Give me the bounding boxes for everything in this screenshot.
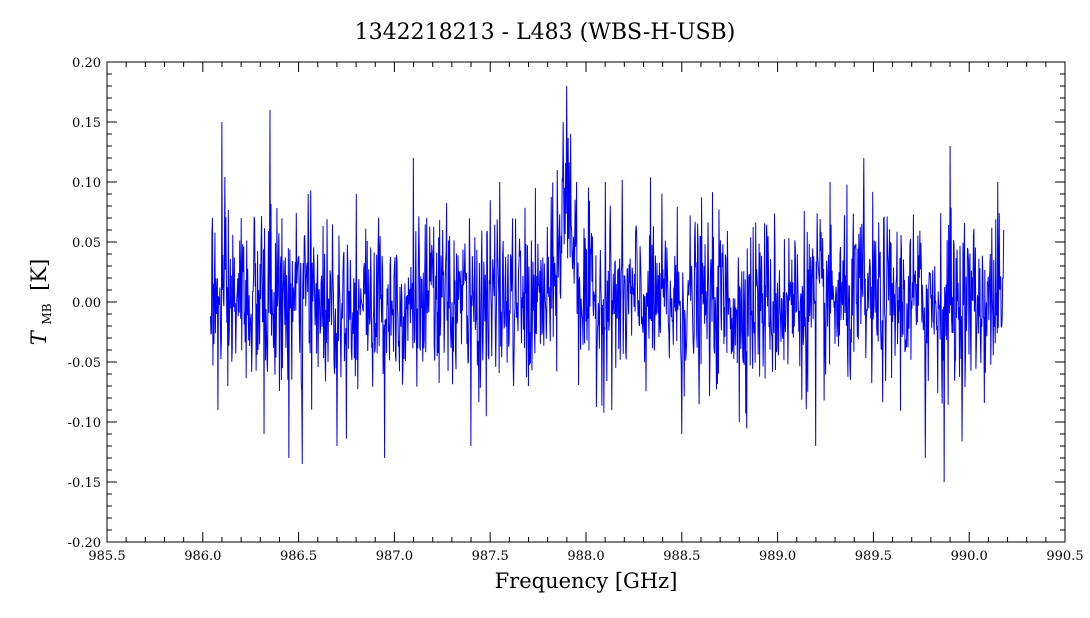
x-tick-label: 988.0 — [567, 549, 604, 564]
x-tick-label: 989.5 — [855, 549, 892, 564]
y-tick-label: -0.05 — [68, 356, 101, 371]
x-axis: 985.5 986.0 986.5 987.0 987.5 988.0 988.5 989.0… — [88, 62, 1084, 564]
x-tick-label: 988.5 — [663, 549, 700, 564]
spectrum-series-line — [209, 85, 1005, 483]
y-axis-label: T MB [K] — [27, 259, 56, 346]
y-tick-label: -0.10 — [68, 416, 101, 431]
y-axis-label-subscript: MB — [40, 303, 54, 324]
x-axis-label: Frequency [GHz] — [495, 569, 678, 593]
x-tick-label: 985.5 — [88, 549, 125, 564]
x-tick-label: 990.0 — [951, 549, 988, 564]
x-tick-label: 986.0 — [184, 549, 221, 564]
spectrum-trace-layer — [209, 85, 1005, 483]
x-tick-label: 987.5 — [472, 549, 509, 564]
y-tick-label: -0.15 — [68, 476, 101, 491]
chart-title: 1342218213 - L483 (WBS-H-USB) — [355, 20, 736, 45]
y-axis-label-unit: [K] — [27, 259, 51, 291]
y-tick-label: 0.20 — [72, 56, 101, 71]
y-axis-label-main: T — [27, 329, 51, 345]
y-tick-label: 0.15 — [72, 116, 101, 131]
y-axis: 0.20 0.15 0.10 0.05 0.00 -0.05 -0.10 -0.15 -0.20 — [68, 56, 1065, 551]
x-tick-label: 986.5 — [280, 549, 317, 564]
x-tick-label: 987.0 — [376, 549, 413, 564]
y-tick-label: 0.05 — [72, 236, 101, 251]
y-tick-label: -0.20 — [68, 536, 101, 551]
x-tick-label: 990.5 — [1046, 549, 1083, 564]
svg-text:T MB [K]: T MB [K] — [27, 259, 56, 346]
y-tick-label: 0.00 — [72, 296, 101, 311]
y-tick-label: 0.10 — [72, 176, 101, 191]
x-tick-label: 989.0 — [759, 549, 796, 564]
